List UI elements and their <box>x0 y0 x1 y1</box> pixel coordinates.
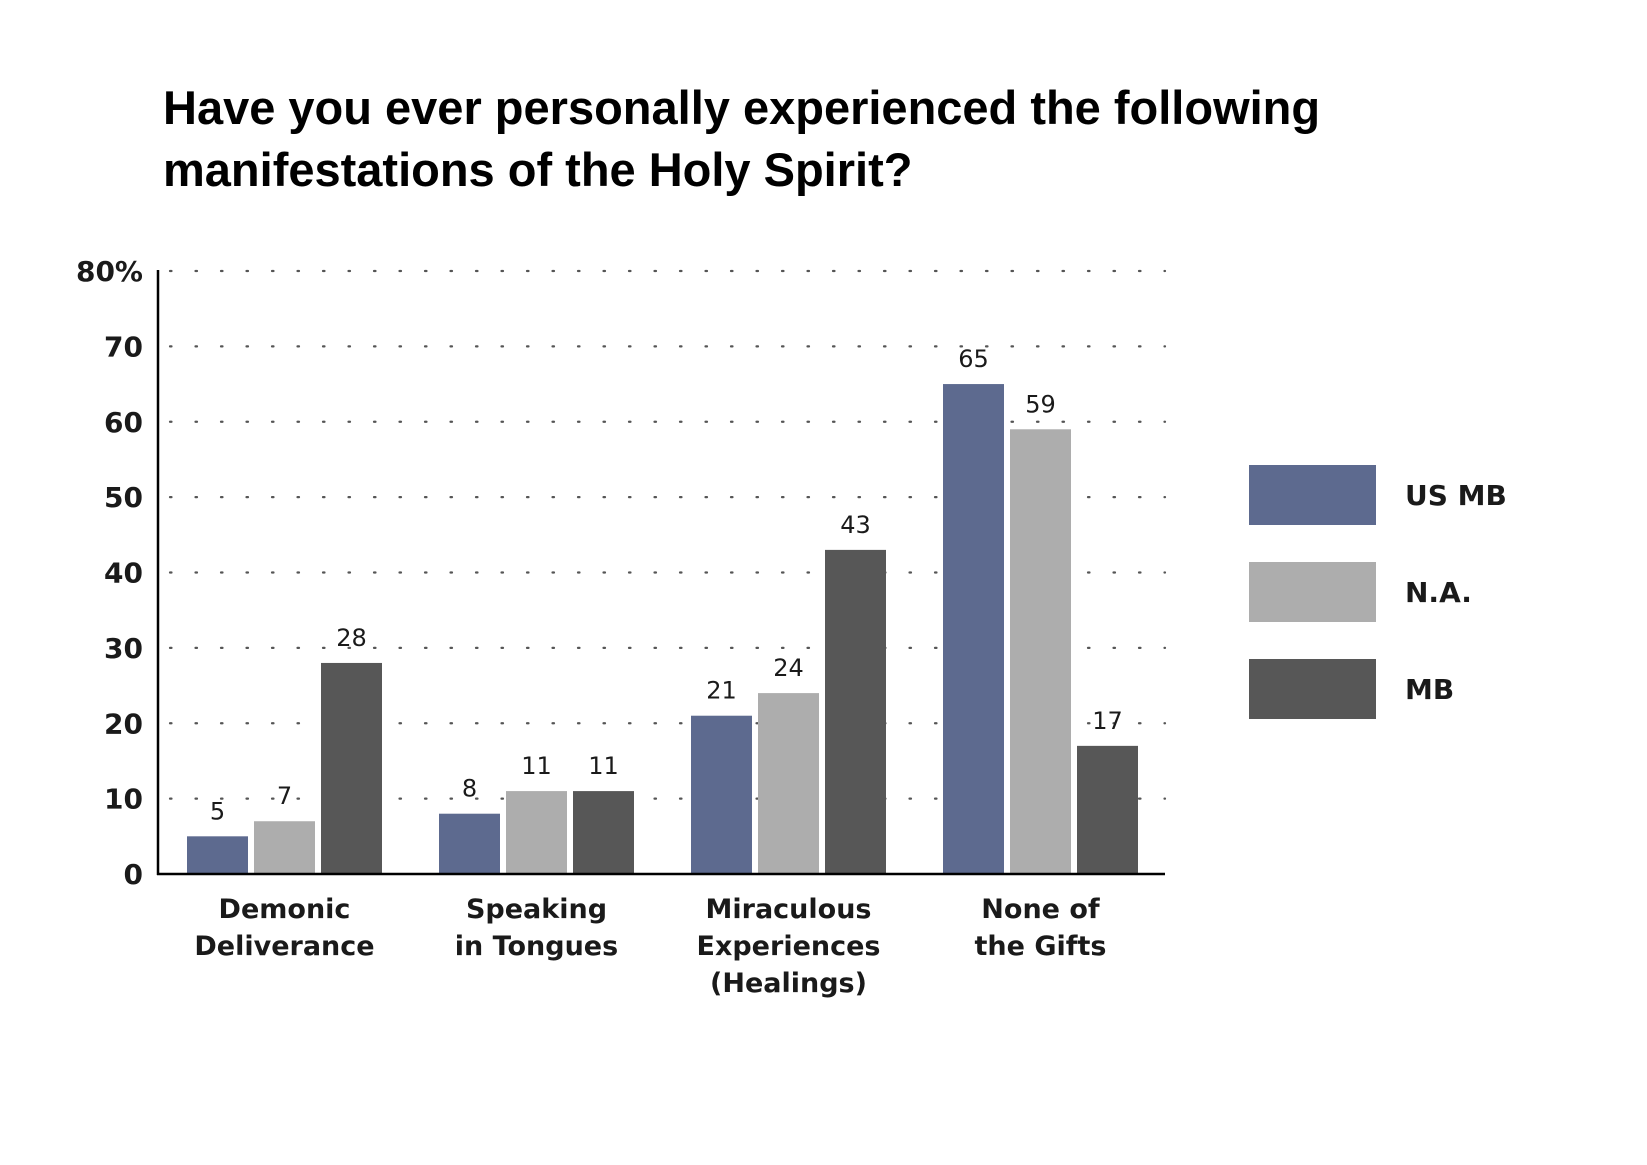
data-label: 5 <box>210 797 225 825</box>
x-tick-label-line: the Gifts <box>975 931 1107 962</box>
axes <box>156 270 1165 876</box>
data-label: 24 <box>773 654 804 682</box>
legend: US MB N.A. MB <box>1249 465 1507 719</box>
y-tick-label: 80% <box>76 255 143 288</box>
bar-n-a <box>254 821 315 874</box>
chart-title-line-1: Have you ever personally experienced the… <box>163 81 1320 134</box>
data-labels: 5 8 21 65 7 11 24 59 28 11 43 17 <box>210 345 1123 825</box>
x-tick-label-line: Experiences <box>697 931 881 962</box>
y-tick-label: 60 <box>104 406 143 439</box>
y-tick-label: 50 <box>104 481 143 514</box>
x-tick-label: None of the Gifts <box>975 894 1107 962</box>
y-tick-label: 0 <box>124 858 143 891</box>
data-label: 59 <box>1025 390 1056 418</box>
data-label: 21 <box>706 677 737 705</box>
legend-label: US MB <box>1405 479 1507 512</box>
legend-swatch <box>1249 562 1376 622</box>
data-label: 28 <box>336 624 367 652</box>
x-tick-label: Demonic Deliverance <box>194 894 374 962</box>
x-tick-label-line: (Healings) <box>710 968 867 999</box>
y-tick-label: 10 <box>104 783 143 816</box>
legend-label: MB <box>1405 673 1454 706</box>
chart-title-line-2: manifestations of the Holy Spirit? <box>163 143 912 196</box>
bar-mb <box>321 662 382 874</box>
legend-swatch <box>1249 465 1376 525</box>
legend-label: N.A. <box>1405 576 1472 609</box>
data-label: 65 <box>958 345 989 373</box>
data-label: 7 <box>277 782 292 810</box>
y-tick-label: 70 <box>104 330 143 363</box>
y-axis-ticks: 0 10 20 30 40 50 60 70 80% <box>76 255 143 891</box>
bars <box>187 384 1138 874</box>
x-tick-label-line: Deliverance <box>194 931 374 962</box>
x-tick-label-line: Miraculous <box>706 894 872 925</box>
bar-n-a <box>758 693 819 874</box>
x-tick-label-line: None of <box>981 894 1100 925</box>
bar-mb <box>1077 745 1138 874</box>
bar-us-mb <box>691 715 752 874</box>
y-tick-label: 20 <box>104 707 143 740</box>
bar-n-a <box>1010 429 1071 874</box>
bar-us-mb <box>943 384 1004 874</box>
data-label: 43 <box>840 511 871 539</box>
bar-n-a <box>506 791 567 874</box>
x-tick-label: Speaking in Tongues <box>455 894 618 962</box>
bar-mb <box>573 791 634 874</box>
x-tick-label-line: Demonic <box>219 894 351 925</box>
x-tick-label: Miraculous Experiences (Healings) <box>697 894 881 999</box>
bar-us-mb <box>187 836 248 874</box>
y-tick-label: 40 <box>104 557 143 590</box>
data-label: 11 <box>588 752 619 780</box>
x-tick-label-line: Speaking <box>466 894 607 925</box>
data-label: 17 <box>1092 707 1123 735</box>
data-label: 8 <box>462 775 477 803</box>
x-tick-label-line: in Tongues <box>455 931 618 962</box>
bar-us-mb <box>439 813 500 874</box>
bar-mb <box>825 549 886 874</box>
x-axis-ticks: Demonic Deliverance Speaking in Tongues Mira… <box>194 894 1106 999</box>
y-tick-label: 30 <box>104 632 143 665</box>
data-label: 11 <box>521 752 552 780</box>
chart-title: Have you ever personally experienced the… <box>163 81 1320 196</box>
legend-swatch <box>1249 659 1376 719</box>
